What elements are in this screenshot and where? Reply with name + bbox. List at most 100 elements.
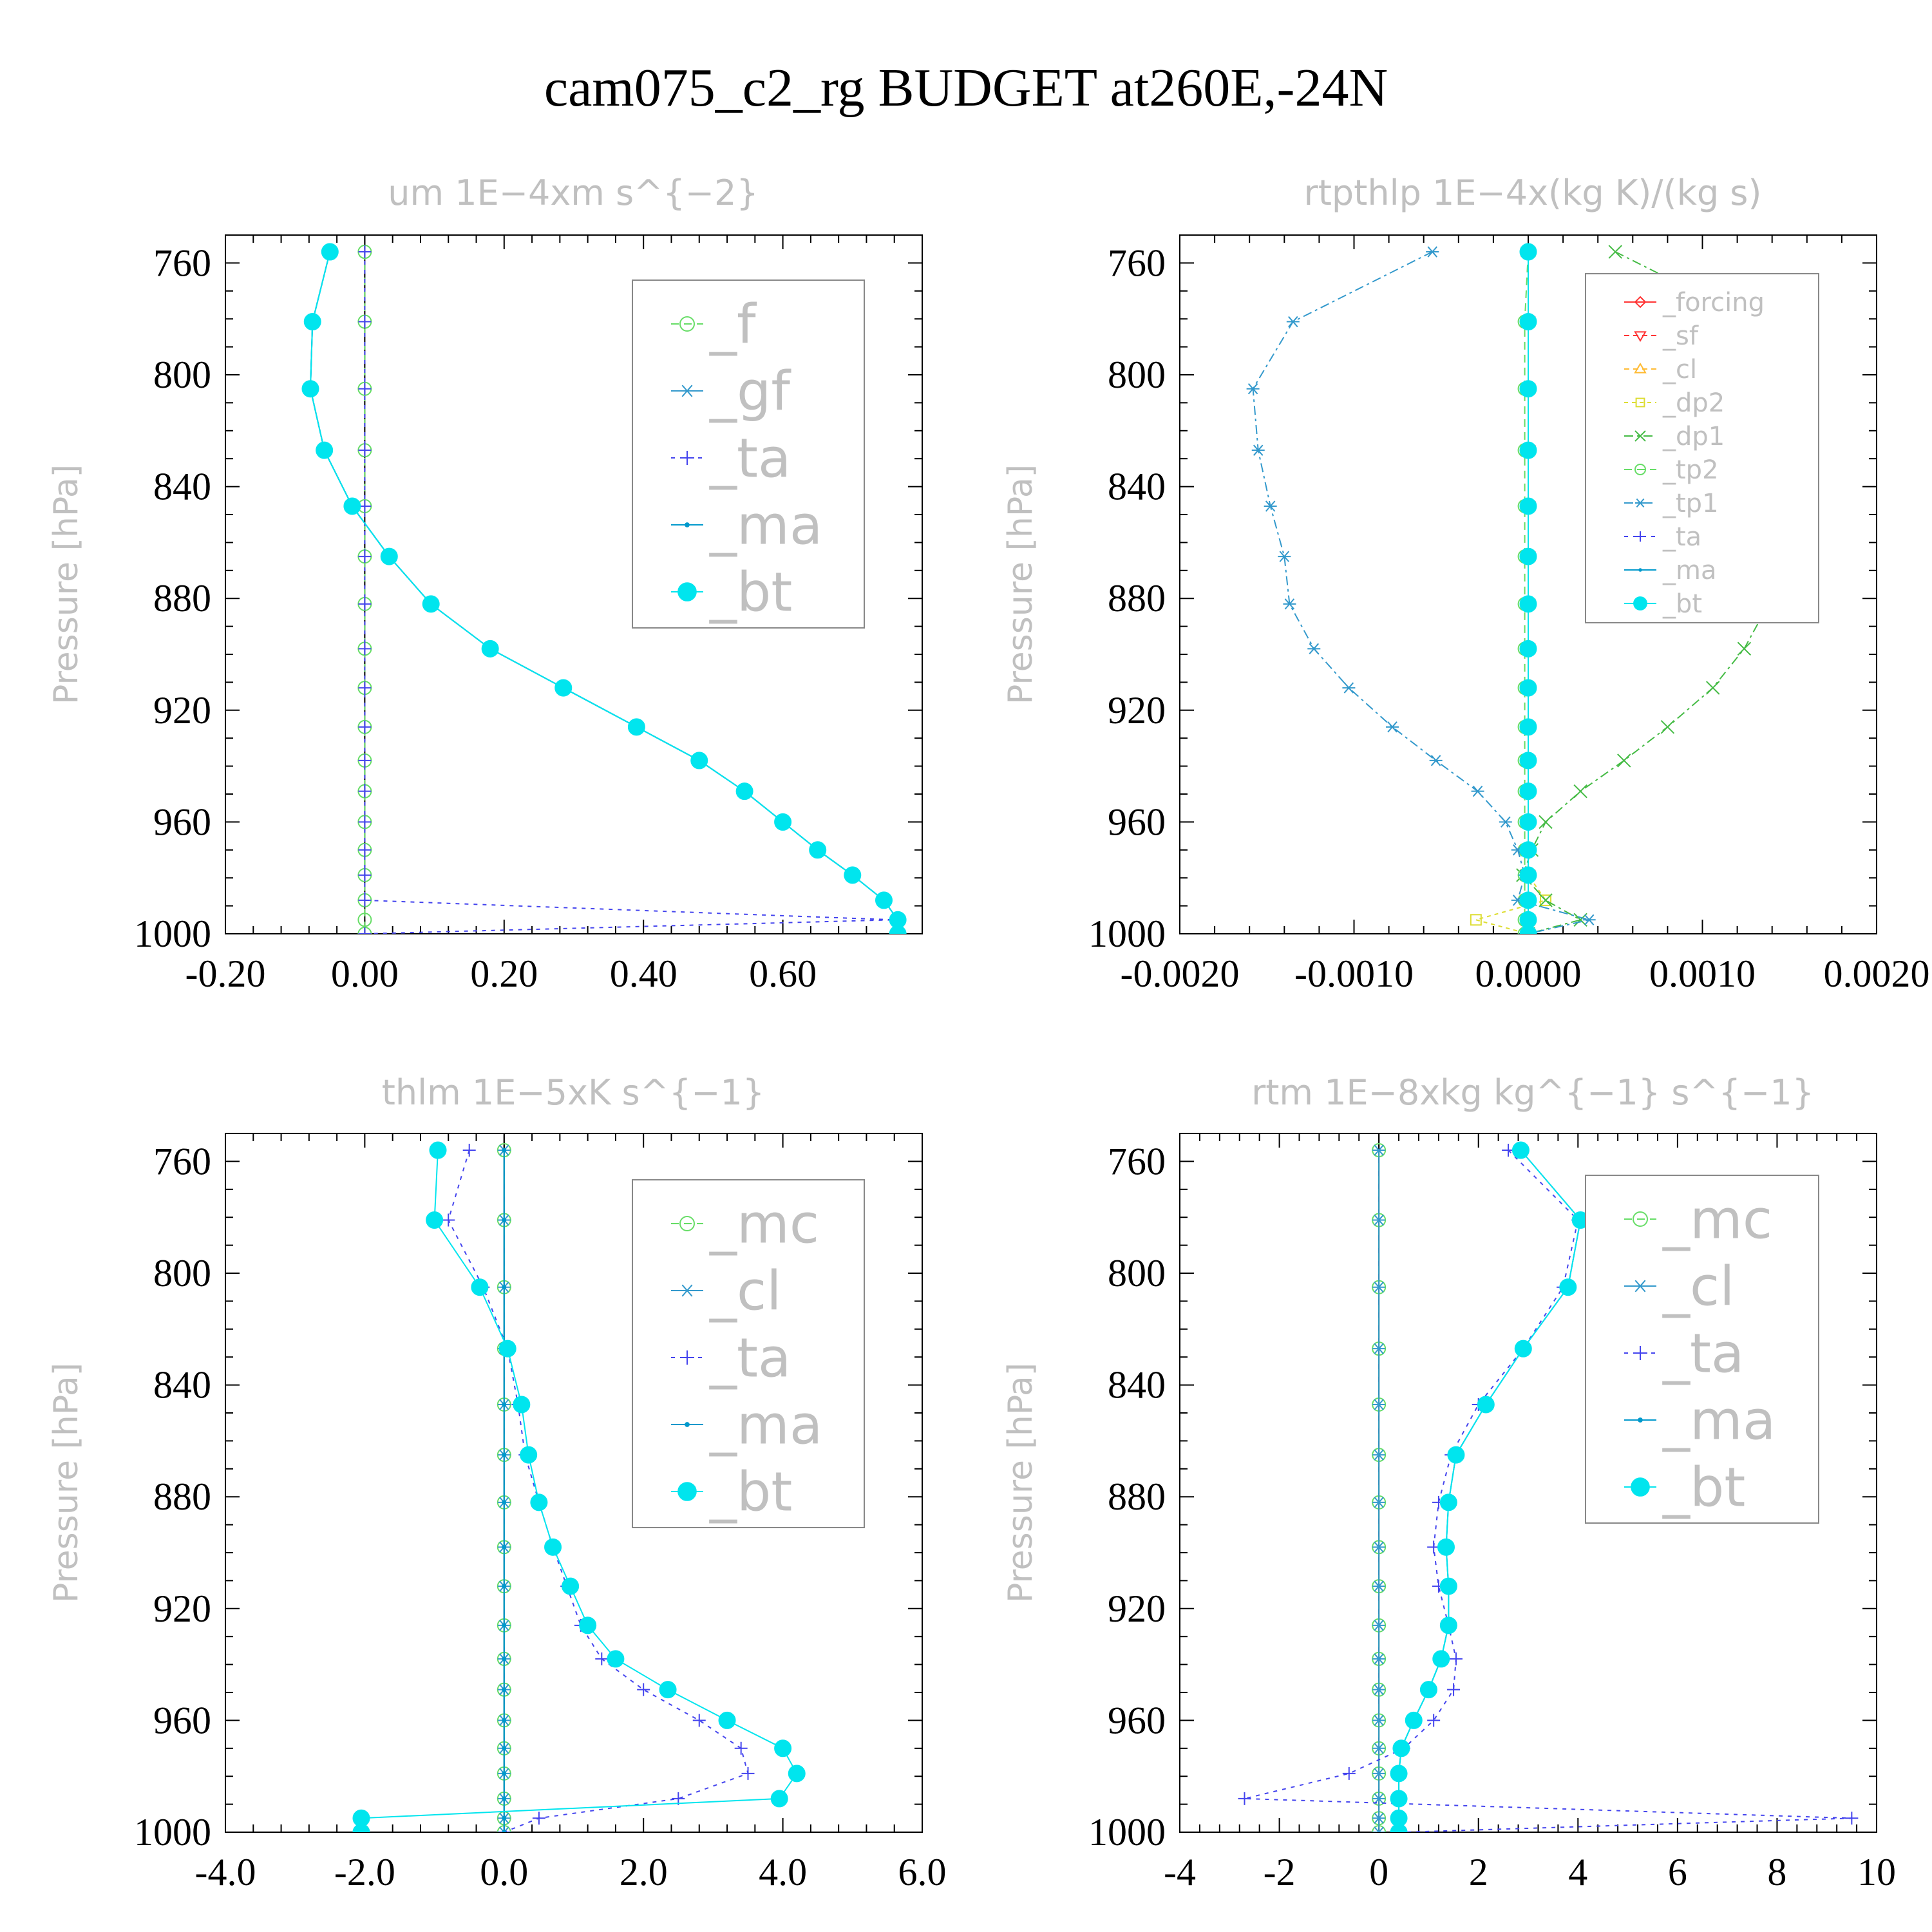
panel-thlm: thlm 1E−5xK s^{−1} 760 800 840 880 920 960 1000… [47, 1072, 947, 1893]
data-point-dp2 [1470, 914, 1482, 926]
data-point-cl [1372, 1497, 1386, 1508]
data-point-tp1 [1426, 246, 1439, 258]
y-tick-label: 960 [153, 800, 211, 843]
data-point-ta [1845, 1812, 1859, 1825]
y-tick-label: 960 [153, 1699, 211, 1741]
data-point-dp1 [1573, 784, 1587, 799]
plot-frame [225, 1133, 923, 1833]
legend-box [632, 1179, 865, 1528]
x-tick-label: 6.0 [898, 1851, 947, 1893]
data-point-cl [1372, 1768, 1386, 1779]
data-point-bt [889, 925, 907, 934]
series-line-ta [1244, 1150, 1852, 1832]
x-tick-label: 0.0 [480, 1851, 528, 1893]
data-point-bt [1519, 441, 1537, 459]
data-point-ma [502, 1656, 507, 1662]
data-point-bt [690, 752, 708, 770]
x-tick-label: 0 [1369, 1851, 1388, 1893]
data-point-ma [502, 1796, 507, 1801]
y-tick-label: 840 [1108, 466, 1166, 508]
series-line-bt [1398, 1150, 1582, 1832]
panel-title: um 1E−4xm s^{−2} [388, 173, 759, 213]
data-point-tp1 [1471, 786, 1484, 797]
x-tick-label: 0.20 [470, 952, 538, 995]
x-tick-label: -0.0020 [1121, 952, 1240, 995]
data-point-ta [734, 1741, 748, 1755]
data-point-bt [1519, 497, 1537, 515]
legend-label: _bt [1662, 589, 1702, 619]
legend-label: _ma [709, 493, 822, 556]
data-point-bt [316, 441, 334, 459]
data-point-dp1 [1539, 893, 1553, 907]
x-tick-label: 0.0010 [1649, 952, 1756, 995]
data-point-cl [1372, 1743, 1386, 1754]
legend-label: _ma [709, 1393, 822, 1456]
data-point-tp1 [1246, 383, 1260, 395]
data-point-bt [809, 841, 827, 859]
data-point-bt [1519, 313, 1537, 331]
y-tick-label: 1000 [1088, 1811, 1166, 1853]
data-point-bt [1447, 1446, 1465, 1464]
data-point-ma [502, 1771, 507, 1776]
data-point-ta [358, 681, 372, 695]
data-point-bt [659, 1681, 677, 1699]
x-tick-label: 2.0 [620, 1851, 668, 1893]
data-point-bt [513, 1396, 531, 1414]
data-point-bt [343, 497, 361, 515]
x-tick-label: 4.0 [759, 1851, 807, 1893]
data-point-cl [1372, 1541, 1386, 1553]
data-point-bt [380, 547, 398, 565]
data-point-bt [481, 639, 499, 658]
data-point-ta [637, 1683, 650, 1696]
data-point-bt [788, 1765, 806, 1783]
legend-box [632, 279, 865, 629]
data-point-bt [1519, 752, 1537, 770]
data-point-dp2 [1540, 894, 1552, 906]
legend-label: _bt [709, 560, 792, 623]
data-point-ma [502, 1500, 507, 1505]
data-point-ma [502, 1687, 507, 1692]
x-tick-label: 10 [1857, 1851, 1896, 1893]
data-point-bt [1519, 782, 1537, 800]
y-tick-label: 760 [1108, 1140, 1166, 1182]
legend-marker [1634, 331, 1647, 342]
y-tick-label: 880 [153, 1475, 211, 1518]
data-point-bt [1437, 1538, 1455, 1556]
data-point-ta [358, 927, 372, 934]
series-group [352, 1141, 806, 1832]
y-tick-label: 800 [1108, 354, 1166, 396]
data-point-bt [1439, 1616, 1457, 1634]
y-axis-label: Pressure [hPa] [47, 1363, 86, 1603]
data-point-ma [502, 1452, 507, 1457]
data-point-ma [502, 1218, 507, 1223]
data-point-bt [1519, 547, 1537, 565]
y-tick-label: 920 [153, 1587, 211, 1630]
data-point-bt [544, 1538, 562, 1556]
panel-rtm: rtm 1E−8xkg kg^{−1} s^{−1}76080084088092… [1001, 1072, 1896, 1893]
data-point-bt [426, 1211, 444, 1229]
data-point-bt [1519, 595, 1537, 613]
legend-box [1585, 1175, 1819, 1524]
data-point-bt [352, 1823, 370, 1832]
data-point-bt [875, 891, 893, 909]
data-point-tp1 [1283, 598, 1296, 610]
y-tick-label: 880 [1108, 577, 1166, 620]
data-point-bt [1519, 243, 1537, 261]
data-point-cl [1372, 1282, 1386, 1293]
legend-marker [680, 451, 694, 465]
data-point-ta [1238, 1792, 1251, 1805]
legend-label: _cl [1662, 355, 1697, 384]
legend-label: _ma [1662, 1388, 1776, 1452]
legend-marker [1634, 363, 1647, 374]
data-point-bt [1419, 1681, 1437, 1699]
legend-label: _mc [1662, 1188, 1772, 1251]
data-point-bt [1519, 841, 1537, 859]
legend-marker [1633, 596, 1647, 611]
x-tick-label: 0.40 [610, 952, 677, 995]
data-point-bt [1514, 1340, 1532, 1358]
legend-marker [677, 582, 697, 601]
y-tick-label: 960 [1108, 800, 1166, 843]
x-tick-label: -2 [1264, 1851, 1296, 1893]
figure-title: cam075_c2_rg BUDGET at260E,-24N [544, 58, 1388, 118]
data-point-bt [1405, 1711, 1423, 1729]
